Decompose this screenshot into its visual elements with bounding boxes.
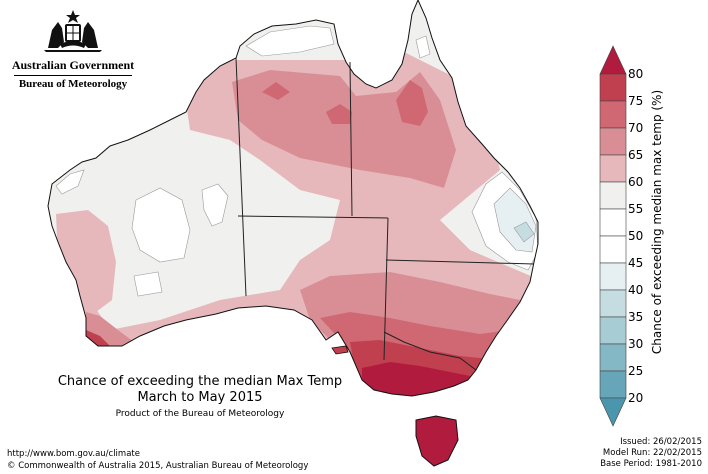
legend-tick: 65 (628, 148, 643, 162)
band-70-75-nt (326, 104, 352, 124)
legend-tick: 20 (628, 391, 643, 405)
legend-band-35-40 (599, 289, 627, 318)
legend-title: Chance of exceeding median max temp (%) (650, 90, 664, 354)
legend-band-75-80 (599, 73, 627, 102)
issued-date: Issued: 26/02/2015 (620, 437, 702, 447)
legend-band-30-35 (599, 316, 627, 345)
footer-right: Issued: 26/02/2015 Model Run: 22/02/2015… (600, 437, 702, 470)
legend-tick: 30 (628, 337, 643, 351)
band-50-55-wa (131, 187, 191, 263)
map-product-note: Product of the Bureau of Meteorology (115, 409, 285, 419)
legend-tick: 80 (628, 67, 643, 81)
legend-band-40-45 (599, 262, 627, 291)
legend-band-25-30 (599, 343, 627, 372)
map-title: Chance of exceeding the median Max Temp (57, 374, 343, 389)
band-35-40-east (513, 221, 535, 243)
legend-band-65-70 (599, 127, 627, 156)
band-50-55-wa2 (201, 183, 229, 227)
bureau-name: Bureau of Meteorology (14, 75, 132, 90)
legend-tick: 70 (628, 121, 643, 135)
map-period: March to May 2015 (137, 390, 263, 405)
government-name: Australian Government (11, 58, 135, 72)
footer-copyright: © Commonwealth of Australia 2015, Austra… (7, 461, 309, 471)
band-70-75-nt2 (262, 82, 290, 100)
footer-url[interactable]: http://www.bom.gov.au/climate (7, 449, 140, 459)
legend-band-45-50 (599, 235, 627, 264)
legend-band-60-65 (599, 154, 627, 183)
legend-band-50-55 (599, 208, 627, 237)
legend-band-70-75 (599, 100, 627, 129)
band-above-80 (362, 362, 500, 396)
legend-cap-below-20 (599, 397, 627, 427)
legend-tick: 25 (628, 364, 643, 378)
base-period: Base Period: 1981-2010 (600, 459, 702, 469)
band-50-55-wa3 (133, 271, 163, 297)
legend-colorbar: 80 75 70 65 60 55 50 45 40 35 30 25 20 C… (599, 45, 664, 427)
legend-tick: 35 (628, 310, 643, 324)
legend-cap-above-80 (599, 45, 627, 75)
legend-band-20-25 (599, 370, 627, 399)
legend-tick: 60 (628, 175, 643, 189)
state-borders (235, 57, 535, 371)
footer-left: http://www.bom.gov.au/climate © Commonwe… (7, 448, 308, 472)
map-title-block: Chance of exceeding the median Max Temp … (30, 374, 370, 419)
legend-band-55-60 (599, 181, 627, 210)
band-50-55-capeyork (415, 35, 431, 59)
band-70-75-qld (396, 80, 428, 126)
model-run-date: Model Run: 22/02/2015 (602, 448, 702, 458)
legend-tick: 40 (628, 283, 643, 297)
band-60-65-west (56, 210, 116, 312)
band-50-55-west-coast (55, 169, 85, 195)
legend-tick: 45 (628, 256, 643, 270)
legend-tick: 55 (628, 202, 643, 216)
government-logo: Australian Government Bureau of Meteorol… (8, 8, 138, 90)
band-50-55-topend (245, 25, 335, 57)
legend-tick: 75 (628, 94, 643, 108)
legend-tick: 50 (628, 229, 643, 243)
kangaroo-island (331, 345, 349, 355)
tasmania (415, 415, 459, 467)
coat-of-arms-icon (44, 10, 102, 52)
